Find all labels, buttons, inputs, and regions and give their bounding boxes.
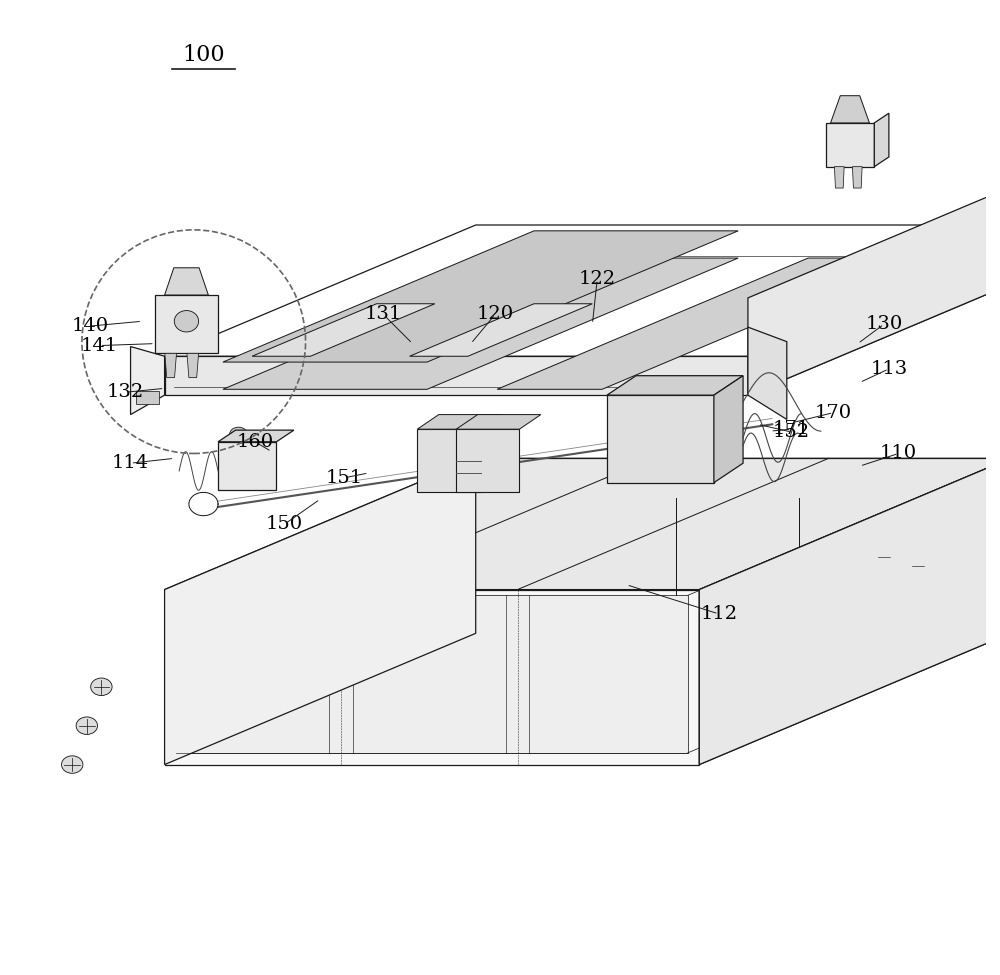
Circle shape xyxy=(828,631,854,656)
Ellipse shape xyxy=(230,427,247,441)
Text: 132: 132 xyxy=(107,383,144,402)
Circle shape xyxy=(651,401,670,420)
Polygon shape xyxy=(165,458,476,764)
Circle shape xyxy=(459,430,477,448)
Ellipse shape xyxy=(839,134,861,152)
Text: 151: 151 xyxy=(326,469,363,487)
Text: 112: 112 xyxy=(700,604,737,623)
Text: 122: 122 xyxy=(579,270,616,289)
Polygon shape xyxy=(410,304,592,356)
Polygon shape xyxy=(165,264,1000,395)
Circle shape xyxy=(629,401,649,420)
Circle shape xyxy=(138,374,157,394)
Polygon shape xyxy=(218,442,276,490)
Ellipse shape xyxy=(62,756,83,773)
Circle shape xyxy=(691,401,711,420)
Text: 131: 131 xyxy=(365,305,402,324)
Text: 171: 171 xyxy=(773,420,810,438)
Ellipse shape xyxy=(877,535,891,557)
Polygon shape xyxy=(417,414,502,429)
Polygon shape xyxy=(165,353,176,377)
Polygon shape xyxy=(456,414,541,429)
Circle shape xyxy=(421,430,439,448)
Polygon shape xyxy=(826,123,874,167)
Text: 152: 152 xyxy=(773,423,810,441)
Text: 100: 100 xyxy=(182,44,225,66)
Text: 150: 150 xyxy=(266,516,303,533)
Text: 110: 110 xyxy=(880,445,917,462)
Polygon shape xyxy=(136,391,159,405)
Ellipse shape xyxy=(91,678,112,695)
Polygon shape xyxy=(417,429,481,492)
Text: 170: 170 xyxy=(815,404,852,421)
Polygon shape xyxy=(223,231,738,362)
Polygon shape xyxy=(165,356,748,395)
Polygon shape xyxy=(834,167,844,188)
Ellipse shape xyxy=(76,717,98,734)
Polygon shape xyxy=(874,113,889,167)
Polygon shape xyxy=(165,590,699,764)
Polygon shape xyxy=(187,353,199,377)
Polygon shape xyxy=(456,429,519,492)
Text: 130: 130 xyxy=(865,315,903,333)
Polygon shape xyxy=(165,268,208,295)
Polygon shape xyxy=(252,304,435,356)
Circle shape xyxy=(441,475,457,490)
Circle shape xyxy=(480,475,496,490)
Polygon shape xyxy=(748,167,1000,395)
Polygon shape xyxy=(607,375,743,395)
Ellipse shape xyxy=(911,545,925,566)
Circle shape xyxy=(755,358,780,383)
Circle shape xyxy=(498,430,516,448)
Text: 120: 120 xyxy=(477,305,514,324)
Circle shape xyxy=(217,654,243,680)
Polygon shape xyxy=(223,258,738,389)
Circle shape xyxy=(294,622,319,647)
Text: 113: 113 xyxy=(870,360,908,378)
Polygon shape xyxy=(176,596,688,753)
Polygon shape xyxy=(607,395,714,483)
Polygon shape xyxy=(497,258,913,389)
Text: 140: 140 xyxy=(71,317,108,335)
Text: 160: 160 xyxy=(236,433,274,450)
Circle shape xyxy=(479,430,497,448)
Circle shape xyxy=(460,430,478,448)
Circle shape xyxy=(672,401,692,420)
Text: 141: 141 xyxy=(81,336,118,355)
Polygon shape xyxy=(131,346,165,414)
Polygon shape xyxy=(218,430,294,442)
Polygon shape xyxy=(714,375,743,483)
Circle shape xyxy=(440,430,458,448)
Polygon shape xyxy=(165,225,1000,356)
Circle shape xyxy=(752,663,777,688)
Text: 114: 114 xyxy=(112,454,149,472)
Polygon shape xyxy=(165,458,1000,590)
Polygon shape xyxy=(748,327,787,419)
Circle shape xyxy=(610,401,630,420)
Ellipse shape xyxy=(174,311,199,332)
Polygon shape xyxy=(699,458,1000,764)
Polygon shape xyxy=(831,96,869,123)
Polygon shape xyxy=(155,295,218,353)
Polygon shape xyxy=(699,458,1000,764)
Polygon shape xyxy=(852,167,862,188)
